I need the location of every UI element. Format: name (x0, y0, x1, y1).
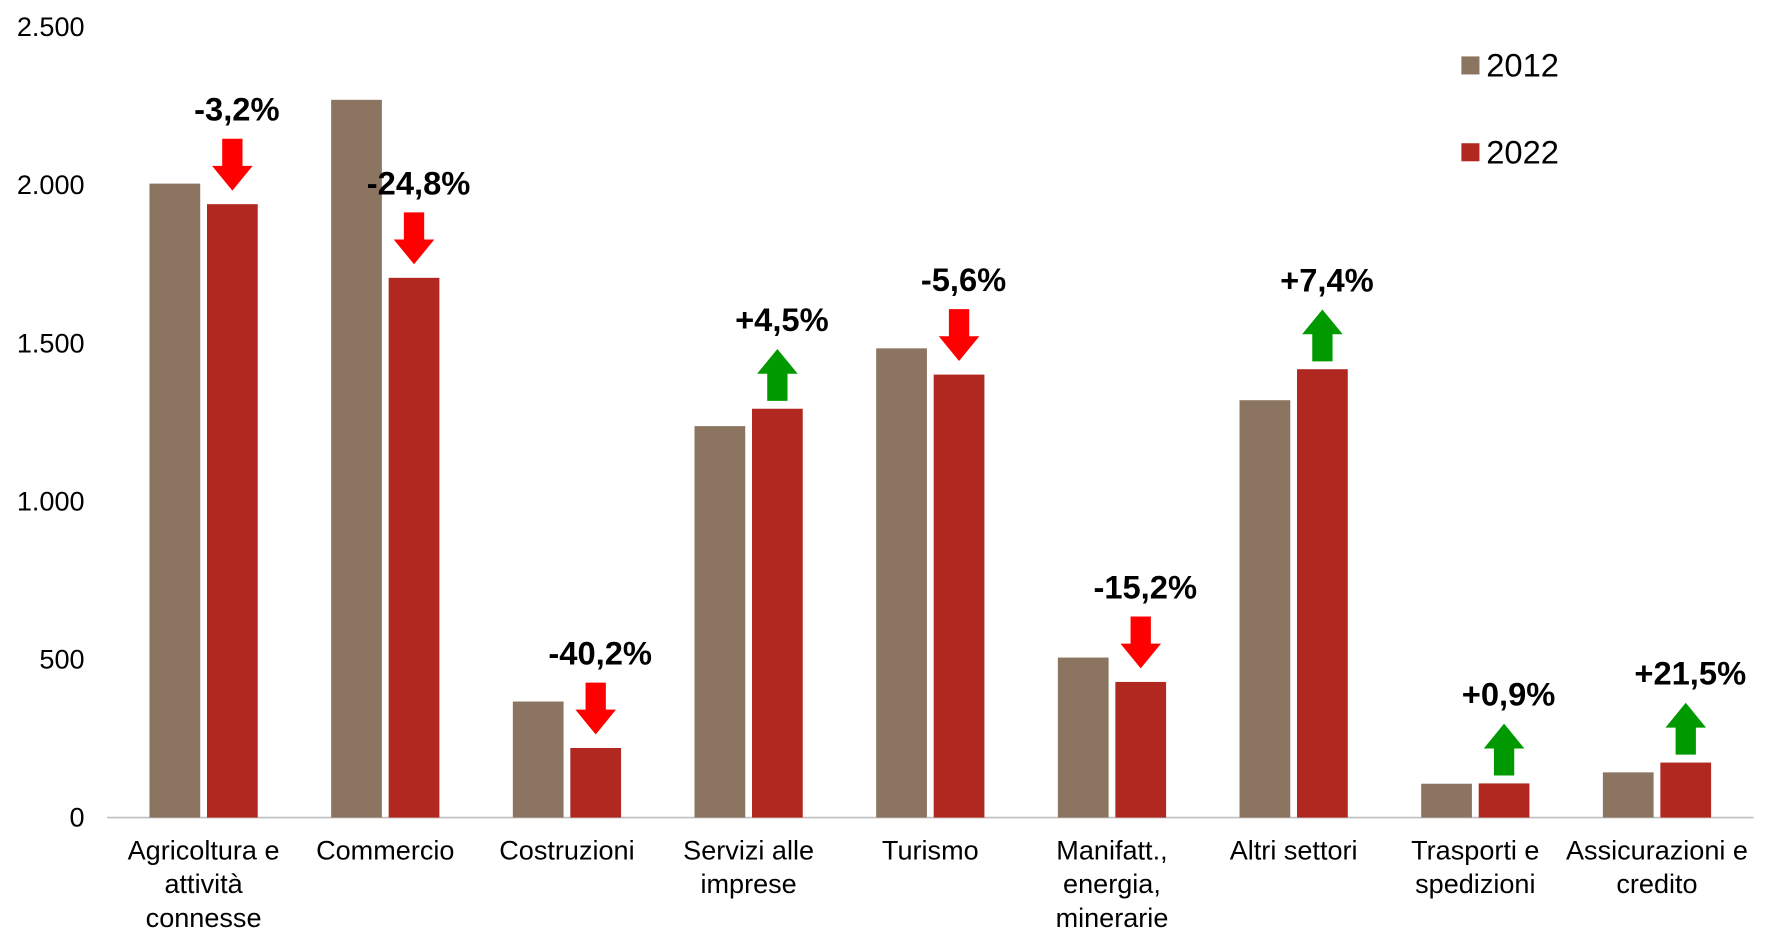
bar (331, 99, 382, 818)
bar (752, 408, 803, 818)
y-tick-label: 2.000 (17, 170, 85, 200)
change-label: +4,5% (735, 301, 829, 338)
x-tick-label-box: Agricoltura e attività connesse (127, 835, 280, 934)
change-arrow (757, 348, 798, 401)
change-arrow (212, 138, 253, 191)
bar (570, 748, 622, 818)
bar (512, 701, 564, 818)
change-arrow (1483, 723, 1525, 776)
bar (1602, 772, 1654, 818)
legend-swatch (1461, 143, 1480, 162)
x-tick-label: Altri settori (1229, 835, 1358, 867)
change-label: -15,2% (1093, 568, 1197, 605)
bar (1239, 400, 1291, 818)
legend-label: 2022 (1486, 134, 1559, 171)
legend-label: 2012 (1486, 47, 1559, 84)
change-label: -5,6% (921, 261, 1006, 298)
y-tick-label: 1.000 (17, 486, 85, 516)
change-label: +0,9% (1462, 676, 1556, 713)
bar (876, 348, 927, 818)
x-tick-label-box: Costruzioni (499, 835, 635, 867)
bar (1115, 681, 1167, 818)
bar (149, 183, 201, 818)
change-arrow (393, 212, 435, 265)
x-tick-label: Manifatt., energia, minerarie (1055, 835, 1169, 934)
bar (388, 277, 440, 818)
bar (1421, 783, 1472, 818)
bar (1057, 657, 1109, 818)
y-tick-label: 1.500 (17, 328, 85, 358)
change-arrow (1302, 309, 1343, 362)
x-tick-label: Turismo (881, 835, 979, 867)
bar (694, 426, 746, 818)
change-label: -3,2% (194, 91, 279, 128)
x-tick-label: Trasporti e spedizioni (1411, 835, 1540, 900)
x-tick-label-box: Servizi alle imprese (683, 835, 815, 900)
x-tick-label: Assicurazioni e credito (1565, 835, 1748, 900)
x-tick-label: Servizi alle imprese (683, 835, 815, 900)
bar (1478, 783, 1530, 818)
x-tick-label-box: Trasporti e spedizioni (1411, 835, 1540, 900)
change-arrow (938, 309, 980, 362)
bar (1660, 762, 1712, 818)
x-tick-label-box: Altri settori (1229, 835, 1358, 867)
x-tick-label-box: Manifatt., energia, minerarie (1055, 835, 1169, 934)
change-arrow (1665, 702, 1707, 755)
x-tick-label-box: Turismo (881, 835, 979, 867)
x-tick-label-box: Assicurazioni e credito (1565, 835, 1748, 900)
x-tick-label-box: Commercio (316, 835, 455, 867)
y-tick-label: 500 (39, 644, 84, 674)
change-arrow (1120, 616, 1162, 669)
x-tick-label: Agricoltura e attività connesse (127, 835, 280, 934)
x-tick-label: Costruzioni (499, 835, 635, 867)
change-label: +21,5% (1634, 655, 1746, 692)
change-label: -24,8% (367, 164, 471, 201)
y-tick-label: 0 (70, 803, 85, 833)
legend-swatch (1461, 56, 1480, 75)
bar (933, 374, 985, 818)
bar (206, 204, 258, 818)
bar (1297, 369, 1348, 818)
y-tick-label: 2.500 (17, 12, 85, 42)
x-tick-label: Commercio (316, 835, 455, 867)
change-label: +7,4% (1280, 261, 1374, 298)
change-label: -40,2% (548, 635, 652, 672)
change-arrow (575, 682, 617, 735)
